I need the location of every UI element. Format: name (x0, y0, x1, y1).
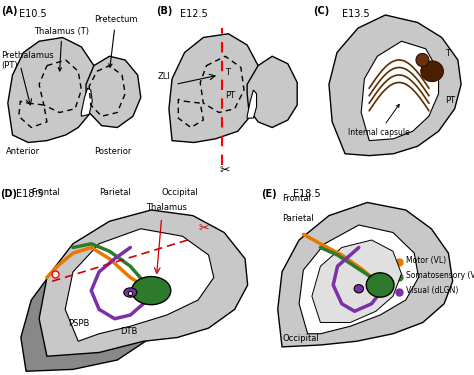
Text: E18.5: E18.5 (293, 189, 320, 200)
Text: E18.5: E18.5 (16, 189, 43, 200)
Text: ZLI: ZLI (158, 72, 171, 81)
Text: E13.5: E13.5 (342, 9, 369, 20)
Text: Motor (VL): Motor (VL) (406, 255, 446, 264)
Polygon shape (8, 38, 97, 142)
Text: PSPB: PSPB (68, 319, 89, 328)
Polygon shape (312, 240, 401, 322)
Polygon shape (361, 41, 438, 141)
Polygon shape (416, 54, 429, 66)
Polygon shape (299, 225, 419, 334)
Circle shape (132, 277, 171, 304)
Polygon shape (329, 15, 461, 156)
Text: ✂: ✂ (198, 222, 209, 236)
Text: (E): (E) (261, 189, 276, 200)
Text: Frontal: Frontal (31, 188, 60, 197)
Text: Parietal: Parietal (99, 188, 131, 197)
Text: Thalamus: Thalamus (146, 203, 187, 212)
Text: Posterior: Posterior (94, 147, 131, 156)
Text: (A): (A) (1, 6, 18, 16)
Text: PT: PT (445, 96, 455, 105)
Text: Anterior: Anterior (6, 147, 40, 156)
Polygon shape (169, 34, 260, 142)
Text: T: T (225, 68, 230, 77)
Text: Occipital: Occipital (282, 334, 319, 343)
Text: Parietal: Parietal (282, 214, 314, 223)
Polygon shape (65, 229, 214, 341)
Polygon shape (86, 56, 141, 128)
Polygon shape (247, 90, 256, 118)
Text: Prethalamus
(PT): Prethalamus (PT) (1, 51, 55, 70)
Text: ✂: ✂ (219, 164, 229, 177)
Text: Somatosensory (VB): Somatosensory (VB) (406, 270, 474, 279)
Polygon shape (421, 61, 443, 81)
Text: PT: PT (225, 90, 236, 99)
Text: (B): (B) (156, 6, 173, 16)
Polygon shape (39, 210, 247, 356)
Text: T: T (445, 49, 450, 58)
Circle shape (124, 288, 137, 297)
Text: DTB: DTB (120, 327, 137, 336)
Text: Visual (dLGN): Visual (dLGN) (406, 285, 458, 294)
Text: (C): (C) (313, 6, 329, 16)
Text: Occipital: Occipital (162, 188, 199, 197)
Text: Internal capsule: Internal capsule (348, 104, 410, 137)
Text: Frontal: Frontal (282, 194, 311, 202)
Circle shape (354, 285, 364, 293)
Polygon shape (247, 56, 297, 128)
Polygon shape (278, 202, 453, 347)
Polygon shape (82, 88, 92, 116)
Text: Pretectum: Pretectum (94, 15, 137, 67)
Text: E12.5: E12.5 (180, 9, 208, 20)
Circle shape (366, 273, 394, 297)
Text: E10.5: E10.5 (19, 9, 46, 20)
Polygon shape (21, 253, 170, 371)
Text: Thalamus (T): Thalamus (T) (35, 27, 90, 71)
Text: (D): (D) (0, 189, 17, 200)
